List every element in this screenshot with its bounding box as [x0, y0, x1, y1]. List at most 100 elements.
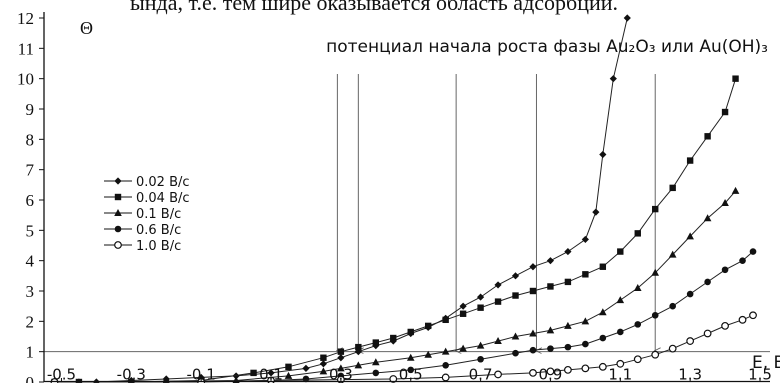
data-point — [668, 344, 677, 353]
data-point — [442, 316, 449, 324]
data-point — [372, 369, 380, 377]
data-point — [739, 257, 746, 264]
data-point — [652, 205, 659, 213]
y-tick-label: 9 — [26, 100, 35, 119]
data-point — [476, 293, 485, 301]
x-axis-label: E, В — [752, 353, 780, 373]
data-point — [529, 263, 537, 271]
legend-label: 0.04 В/с — [136, 191, 190, 206]
data-point — [512, 292, 519, 299]
data-point — [738, 315, 747, 324]
legend-label: 0.6 В/с — [136, 223, 181, 238]
legend-label: 1.0 В/с — [136, 239, 181, 254]
data-point — [354, 361, 363, 369]
data-point — [546, 326, 555, 334]
data-point — [633, 283, 642, 291]
data-point — [598, 362, 607, 371]
page-top-text: ында, т.е. тем шире оказывается область … — [130, 0, 619, 15]
data-point — [564, 247, 572, 256]
data-point — [669, 184, 676, 192]
data-point — [686, 157, 694, 164]
y-tick-label: 1 — [26, 343, 35, 362]
data-point — [732, 75, 739, 82]
y-tick-label: 6 — [26, 191, 35, 210]
data-point — [592, 208, 600, 216]
y-tick-label: 3 — [26, 282, 35, 301]
data-point — [721, 321, 729, 330]
data-point — [546, 367, 555, 376]
data-point — [564, 365, 572, 374]
data-point — [634, 230, 641, 237]
data-point — [686, 290, 694, 298]
data-point — [441, 347, 450, 355]
data-point — [390, 334, 397, 342]
data-point — [319, 367, 328, 375]
x-tick-label: 1.5 — [748, 366, 772, 383]
data-point — [599, 334, 607, 342]
x-tick-label: 0.3 — [329, 366, 353, 383]
data-point — [494, 337, 502, 345]
data-point — [355, 343, 362, 351]
data-point — [546, 257, 555, 265]
data-point — [633, 355, 642, 364]
data-point — [731, 186, 740, 194]
y-tick-label: 7 — [26, 161, 35, 180]
data-point — [284, 371, 293, 379]
legend-entry: 0.6 В/с — [104, 223, 181, 238]
data-point — [581, 317, 590, 325]
data-point — [686, 337, 695, 345]
x-tick-label: -0.5 — [47, 366, 76, 383]
y-tick-label: 2 — [26, 312, 35, 331]
data-point — [529, 369, 537, 377]
data-point — [319, 360, 328, 368]
data-point — [547, 345, 554, 352]
data-point — [564, 278, 572, 286]
legend-marker — [114, 225, 122, 233]
data-point — [302, 364, 310, 372]
data-point — [651, 268, 660, 276]
legend-marker — [114, 241, 122, 249]
data-point — [511, 272, 520, 280]
data-point — [651, 350, 660, 359]
data-point — [582, 271, 589, 278]
data-point — [582, 340, 589, 348]
legend-entry: 0.1 В/с — [104, 207, 181, 222]
data-point — [721, 108, 729, 116]
y-tick-label: 8 — [26, 130, 35, 149]
annotation-arrows — [337, 74, 655, 351]
x-tick-label: 1.1 — [608, 366, 632, 383]
data-point — [424, 322, 432, 330]
data-point — [337, 364, 345, 372]
data-point — [529, 346, 537, 354]
data-point — [616, 296, 625, 304]
series-2 — [51, 75, 739, 383]
data-point — [337, 354, 345, 362]
data-point — [494, 281, 502, 289]
x-tick-label: 0.7 — [469, 366, 493, 383]
y-tick-label: 4 — [26, 252, 35, 271]
legend-label: 0.1 В/с — [136, 207, 181, 222]
data-point — [749, 248, 757, 255]
data-point — [424, 350, 432, 358]
data-point — [494, 370, 502, 379]
data-point — [529, 287, 537, 295]
data-point — [609, 75, 617, 83]
legend-entry: 0.04 В/с — [104, 191, 190, 206]
data-point — [512, 349, 519, 357]
data-point — [721, 199, 729, 207]
data-point — [407, 366, 415, 374]
data-point — [372, 339, 380, 346]
data-point — [669, 302, 676, 310]
data-point — [320, 354, 327, 361]
data-point — [372, 358, 380, 366]
y-tick-label: 12 — [17, 9, 34, 28]
data-point — [581, 364, 590, 373]
series-4 — [51, 248, 757, 383]
y-tick-label: 5 — [26, 221, 35, 240]
data-point — [564, 321, 572, 329]
data-point — [407, 328, 414, 336]
data-point — [721, 266, 729, 274]
series-line — [54, 251, 754, 383]
